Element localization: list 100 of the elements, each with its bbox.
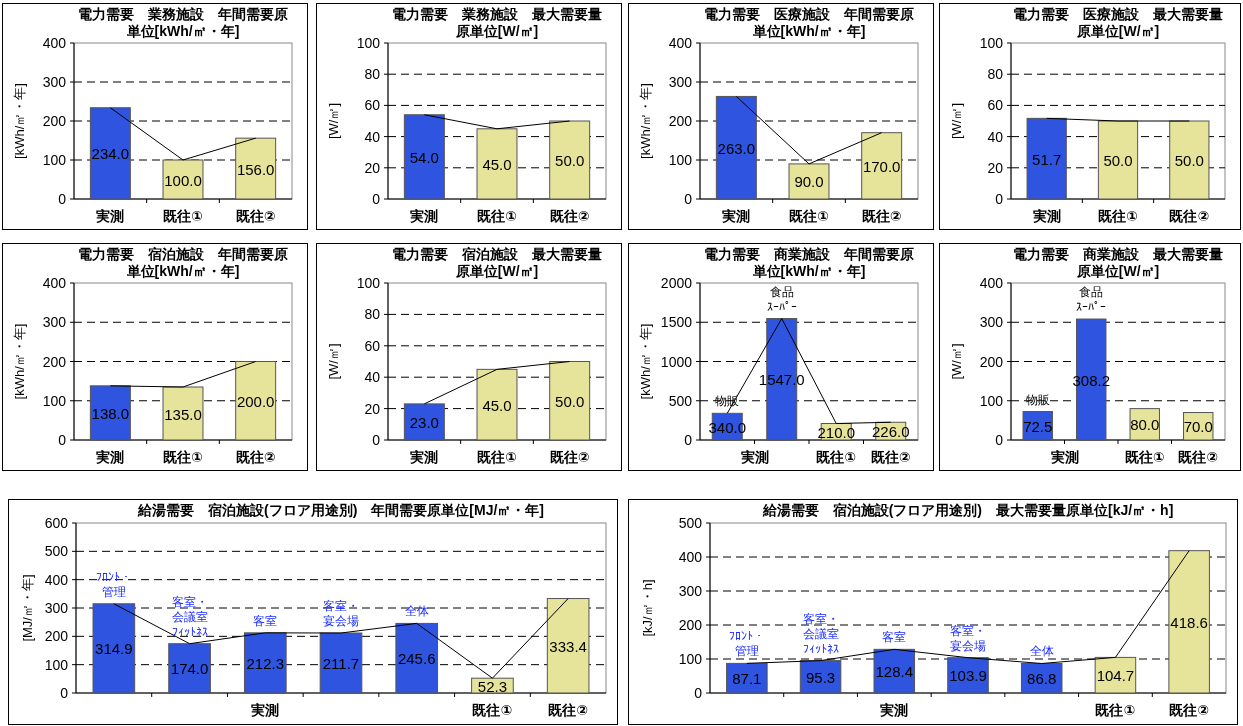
bar: [162, 159, 204, 200]
annotation: 客室・会議室ﾌｨｯﾄﾈｽ: [802, 611, 839, 656]
data-label: 100.0: [164, 171, 202, 189]
chart-title: 電力需要 業務施設 最大需要量原単位[W/㎡]: [392, 6, 602, 39]
chart-title: 電力需要 商業施設 最大需要量原単位[W/㎡]: [1013, 246, 1223, 279]
data-label: 50.0: [555, 152, 585, 169]
y-tick-label: 400: [42, 35, 67, 51]
data-label: 90.0: [794, 173, 824, 191]
bar: [89, 107, 131, 200]
y-tick-label: 400: [979, 275, 1004, 291]
y-tick-label: 400: [42, 275, 67, 291]
x-tick-label: 既往①: [816, 449, 857, 465]
chart-title: 電力需要 宿泊施設 年間需要原単位[kWh/㎡・年]: [78, 246, 288, 279]
data-label: 226.0: [871, 423, 910, 441]
bar: [788, 163, 830, 200]
bar: [319, 632, 363, 694]
annotation: 食品ｽｰﾊﾟｰ: [766, 284, 797, 314]
y-axis-title: [kWh/㎡・年]: [638, 323, 653, 400]
data-label: 72.5: [1023, 417, 1053, 435]
annotation: 物販: [1025, 392, 1050, 407]
y-tick-label: 0: [58, 432, 67, 448]
data-label: 156.0: [236, 160, 275, 178]
y-axis-title: [kWh/㎡・年]: [12, 323, 27, 400]
bar: [476, 368, 518, 441]
chart-title: 給湯需要 宿泊施設(フロア用途別) 最大需要量原単位[kJ/㎡・h]: [761, 502, 1174, 518]
data-label: 54.0: [409, 148, 439, 166]
x-tick-label: 既往①: [1098, 208, 1138, 224]
bar: [549, 361, 591, 441]
bar: [395, 622, 439, 694]
y-tick-label: 200: [668, 113, 693, 129]
y-tick-label: 40: [987, 128, 1004, 145]
annotation: 客室・宴会場: [323, 599, 359, 629]
x-tick-label: 実測: [410, 208, 439, 224]
y-tick-label: 0: [372, 432, 381, 448]
x-tick-label: 実測: [410, 449, 439, 465]
x-tick-label: 実測: [96, 208, 125, 224]
x-tick-label: 既往②: [1169, 208, 1210, 224]
y-tick-label: 400: [678, 549, 703, 565]
bar: [92, 603, 136, 694]
x-tick-label: 既往①: [163, 449, 203, 465]
y-tick-label: 20: [364, 400, 381, 417]
y-tick-label: 100: [42, 152, 67, 168]
bar: [476, 128, 518, 200]
y-tick-label: 600: [44, 515, 69, 531]
bar: [726, 662, 768, 694]
bar: [235, 361, 277, 441]
y-tick-label: 300: [44, 600, 69, 616]
y-tick-label: 100: [356, 275, 381, 291]
y-tick-label: 100: [44, 656, 69, 673]
y-tick-label: 40: [364, 128, 381, 145]
chart-title: 電力需要 商業施設 年間需要原単位[kWh/㎡・年]: [704, 246, 914, 279]
data-label: 23.0: [409, 413, 439, 431]
x-tick-label: 既往①: [1095, 702, 1136, 718]
bar: [1022, 411, 1053, 441]
y-axis-title: [W/㎡]: [326, 102, 341, 140]
y-tick-label: 80: [987, 66, 1004, 83]
y-tick-label: 2000: [660, 275, 693, 291]
y-tick-label: 500: [668, 392, 693, 409]
y-tick-label: 80: [364, 306, 381, 323]
y-tick-label: 300: [42, 314, 67, 331]
bar: [235, 137, 277, 200]
annotation: ﾌﾛﾝﾄ・管理: [728, 629, 765, 659]
bar: [168, 643, 211, 694]
y-tick-label: 1500: [660, 314, 693, 331]
x-tick-label: 既往②: [1169, 702, 1210, 718]
data-label: 95.3: [805, 668, 836, 686]
data-label: 86.8: [1027, 670, 1057, 688]
data-label: 50.0: [1103, 152, 1133, 169]
data-label: 314.9: [95, 640, 133, 658]
bar: [1168, 550, 1210, 694]
y-tick-label: 0: [60, 685, 69, 701]
data-label: 45.0: [482, 396, 512, 414]
y-tick-label: 400: [44, 571, 69, 588]
y-tick-label: 80: [364, 66, 381, 83]
y-tick-label: 300: [979, 314, 1004, 331]
y-axis-title: [W/㎡]: [949, 343, 964, 380]
chart-title: 電力需要 業務施設 年間需要原単位[kWh/㎡・年]: [78, 6, 288, 39]
annotation: 客室・会議室ﾌｨｯﾄﾈｽ: [171, 594, 208, 639]
data-label: 212.3: [246, 654, 285, 672]
y-tick-label: 300: [678, 583, 703, 599]
data-label: 418.6: [1170, 613, 1208, 631]
x-tick-label: 既往②: [861, 208, 902, 224]
x-tick-label: 既往①: [163, 208, 203, 224]
y-axis-title: [kWh/㎡・年]: [638, 83, 653, 159]
y-tick-label: 300: [668, 74, 693, 90]
x-tick-label: 既往①: [472, 702, 513, 718]
y-tick-label: 300: [42, 74, 67, 90]
y-tick-label: 20: [987, 159, 1004, 176]
y-tick-label: 100: [979, 392, 1004, 409]
x-tick-label: 既往②: [548, 702, 589, 718]
y-tick-label: 60: [364, 337, 381, 354]
y-tick-label: 200: [979, 353, 1004, 370]
y-tick-label: 100: [668, 152, 693, 168]
chart-title: 給湯需要 宿泊施設(フロア用途別) 年間需要原単位[MJ/㎡・年]: [137, 502, 544, 518]
y-tick-label: 200: [44, 628, 69, 645]
y-tick-label: 400: [668, 35, 693, 51]
y-tick-label: 0: [694, 685, 703, 701]
data-label: 174.0: [170, 660, 209, 678]
y-tick-label: 0: [684, 191, 693, 207]
data-label: 104.7: [1096, 667, 1135, 685]
